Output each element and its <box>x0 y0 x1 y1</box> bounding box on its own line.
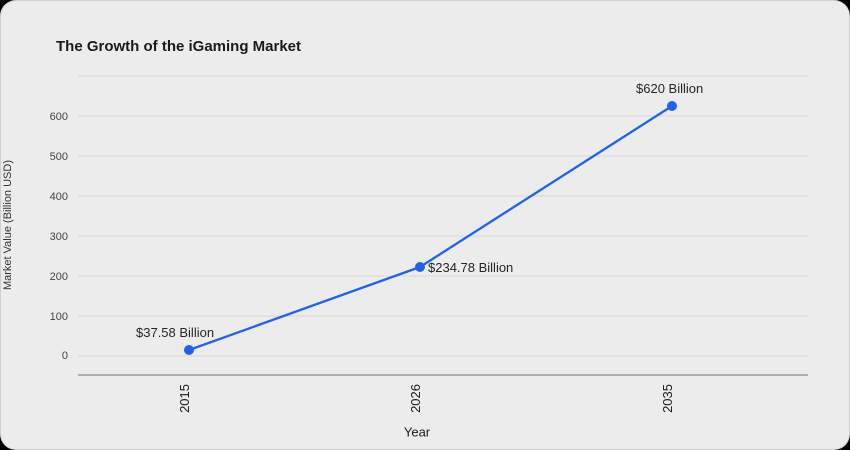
svg-text:0: 0 <box>62 350 68 362</box>
svg-text:2035: 2035 <box>660 384 675 413</box>
svg-text:2015: 2015 <box>177 384 192 413</box>
svg-text:200: 200 <box>50 271 68 283</box>
svg-text:500: 500 <box>50 151 68 163</box>
svg-text:$234.78 Billion: $234.78 Billion <box>428 260 513 275</box>
svg-text:400: 400 <box>50 191 68 203</box>
svg-text:100: 100 <box>50 311 68 323</box>
svg-text:300: 300 <box>50 231 68 243</box>
svg-text:$37.58 Billion: $37.58 Billion <box>136 325 214 340</box>
svg-text:2026: 2026 <box>408 384 423 413</box>
svg-text:$620 Billion: $620 Billion <box>636 81 703 96</box>
svg-text:600: 600 <box>50 111 68 123</box>
